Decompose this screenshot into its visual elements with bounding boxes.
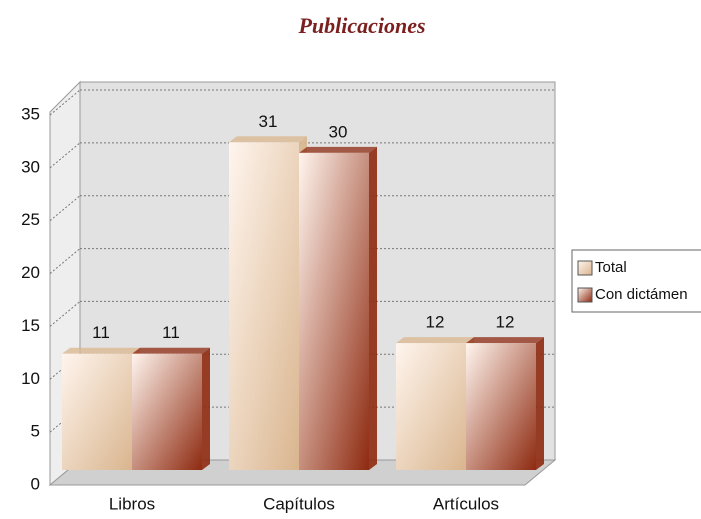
data-label: 12	[426, 313, 445, 332]
bar	[396, 337, 474, 470]
grid-line	[49, 301, 81, 327]
legend-swatch	[577, 260, 593, 276]
bar	[62, 347, 140, 470]
y-tick-label: 35	[21, 104, 40, 123]
bar-front	[229, 142, 299, 471]
bar	[299, 146, 377, 470]
bar-top	[132, 347, 210, 354]
grid-line	[49, 195, 81, 222]
grid-line	[49, 248, 81, 274]
legend-label: Total	[595, 259, 627, 276]
y-tick-label: 10	[21, 369, 40, 388]
bar-front	[299, 152, 369, 470]
x-tick-label: Libros	[109, 494, 155, 513]
bar-top	[299, 146, 377, 153]
legend-swatch	[577, 287, 593, 303]
x-tick-label: Artículos	[433, 494, 499, 513]
data-label: 31	[259, 112, 278, 131]
legend-box	[571, 249, 701, 313]
y-tick-label: 15	[21, 316, 40, 335]
bar-top	[466, 337, 544, 344]
data-label: 11	[92, 323, 110, 342]
bar-top	[229, 136, 307, 143]
bar-front	[132, 353, 202, 470]
bar-side	[536, 337, 544, 470]
data-label: 11	[162, 323, 180, 342]
bar-front	[466, 343, 536, 470]
grid-line	[49, 89, 81, 116]
bar-side	[202, 347, 210, 470]
y-tick-label: 5	[31, 422, 40, 441]
chart-title: Publicaciones	[297, 13, 425, 38]
data-label: 30	[329, 122, 348, 141]
legend-label: Con dictámen	[595, 286, 688, 303]
bar-top	[396, 337, 474, 344]
bar-top	[62, 347, 140, 354]
y-tick-label: 20	[21, 263, 40, 282]
bar-front	[62, 353, 132, 470]
bar	[466, 337, 544, 470]
y-tick-label: 0	[31, 474, 40, 493]
data-label: 12	[496, 313, 515, 332]
grid-line	[49, 142, 81, 169]
bar-front	[396, 343, 466, 470]
bar	[229, 136, 307, 471]
y-tick-label: 30	[21, 157, 40, 176]
x-tick-label: Capítulos	[263, 494, 335, 513]
bar-side	[369, 146, 377, 470]
y-tick-label: 25	[21, 210, 40, 229]
legend: Total Con dictámen	[571, 249, 701, 313]
bar	[132, 347, 210, 470]
